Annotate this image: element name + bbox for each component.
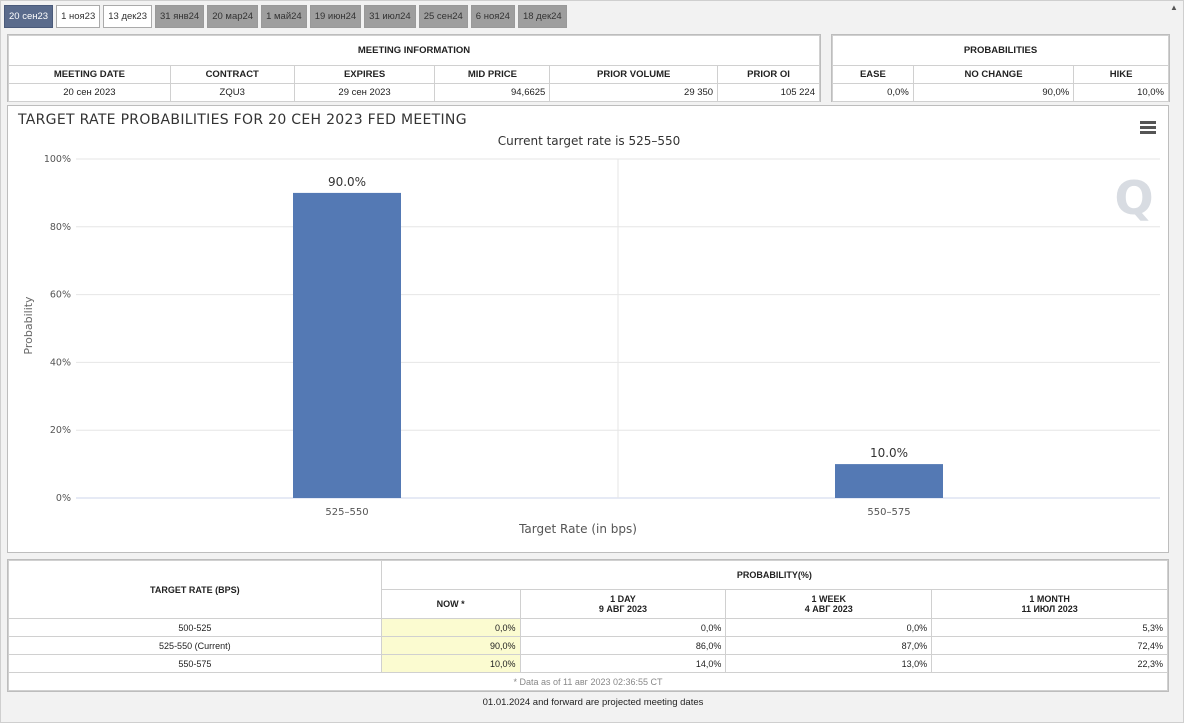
contract-value: ZQU3 — [169, 83, 295, 102]
data-timestamp-note: * Data as of 11 авг 2023 02:36:55 CT — [8, 672, 1168, 691]
x-axis-title: Target Rate (in bps) — [518, 522, 637, 536]
data-label: 10.0% — [870, 446, 908, 460]
now-cell: 0,0% — [380, 618, 521, 637]
col-contract: CONTRACT — [169, 65, 295, 84]
target-rate-cell: 550-575 — [8, 654, 382, 673]
prior-volume-value: 29 350 — [549, 83, 719, 102]
hamburger-menu-icon[interactable] — [1140, 121, 1156, 134]
one-day-cell: 86,0% — [519, 636, 727, 655]
probability-history-table: TARGET RATE (BPS) PROBABILITY(%) NOW * 1… — [8, 560, 1169, 691]
now-cell: 90,0% — [380, 636, 521, 655]
col-prior-oi: PRIOR OI — [717, 65, 820, 84]
tab-meeting-5[interactable]: 1 май24 — [261, 5, 307, 28]
col-meeting-date: MEETING DATE — [8, 65, 171, 84]
meeting-info-caption: MEETING INFORMATION — [8, 35, 820, 66]
col-1-week: 1 WEEK 4 АВГ 2023 — [725, 589, 933, 619]
watermark-logo: Q — [1114, 171, 1153, 225]
col-expires: EXPIRES — [293, 65, 436, 84]
tab-meeting-3[interactable]: 31 янв24 — [155, 5, 205, 28]
probabilities-table: PROBABILITIES EASE NO CHANGE HIKE 0,0% 9… — [832, 35, 1169, 102]
table-row: 20 сен 2023 ZQU3 29 сен 2023 94,6625 29 … — [8, 83, 820, 102]
hike-value: 10,0% — [1073, 83, 1169, 102]
chart-subtitle: Current target rate is 525–550 — [497, 134, 681, 148]
one-month-cell: 72,4% — [931, 636, 1168, 655]
tab-meeting-8[interactable]: 25 сен24 — [418, 5, 468, 28]
one-week-cell: 87,0% — [725, 636, 933, 655]
col-ease: EASE — [832, 65, 914, 84]
bar-chart: 0% 20% 40% 60% 80% 100% Q 90.0% 525–550 10.0% 550–… — [22, 154, 1160, 536]
col-hike: HIKE — [1073, 65, 1169, 84]
y-tick-label: 100% — [44, 154, 71, 165]
y-tick-label: 60% — [50, 290, 71, 301]
one-month-cell: 22,3% — [931, 654, 1168, 673]
chart-title: TARGET RATE PROBABILITIES FOR 20 СЕН 202… — [18, 112, 467, 128]
projected-dates-note: 01.01.2024 and forward are projected mee… — [482, 697, 704, 708]
one-week-cell: 0,0% — [725, 618, 933, 637]
tab-meeting-6[interactable]: 19 июн24 — [309, 5, 362, 28]
x-tick-label: 525–550 — [325, 507, 368, 518]
prior-oi-value: 105 224 — [717, 83, 820, 102]
col-1-day: 1 DAY 9 АВГ 2023 — [519, 589, 727, 619]
probabilities-caption: PROBABILITIES — [832, 35, 1169, 66]
expires-value: 29 сен 2023 — [293, 83, 436, 102]
table-row: 525-550 (Current) 90,0% 86,0% 87,0% 72,4… — [8, 636, 1168, 655]
table-row: 550-575 10,0% 14,0% 13,0% 22,3% — [8, 654, 1168, 673]
now-cell: 10,0% — [380, 654, 521, 673]
tab-meeting-1[interactable]: 1 ноя23 — [56, 5, 101, 28]
one-day-cell: 14,0% — [519, 654, 727, 673]
no-change-value: 90,0% — [912, 83, 1075, 102]
col-mid-price: MID PRICE — [434, 65, 551, 84]
tab-meeting-10[interactable]: 18 дек24 — [517, 5, 567, 28]
col-now: NOW * — [380, 589, 521, 619]
y-tick-label: 80% — [50, 222, 71, 233]
target-rate-header: TARGET RATE (BPS) — [8, 560, 382, 619]
meeting-info-table: MEETING INFORMATION MEETING DATE CONTRAC… — [8, 35, 820, 102]
chart-panel: TARGET RATE PROBABILITIES FOR 20 СЕН 202… — [7, 105, 1169, 553]
x-tick-label: 550–575 — [867, 507, 910, 518]
meeting-date-tabs: 20 сен23 1 ноя23 13 дек23 31 янв24 20 ма… — [4, 5, 567, 29]
meeting-date-value: 20 сен 2023 — [8, 83, 171, 102]
ease-value: 0,0% — [832, 83, 914, 102]
one-month-cell: 5,3% — [931, 618, 1168, 637]
scroll-up-arrow-icon[interactable]: ▲ — [1170, 3, 1178, 12]
tab-meeting-2[interactable]: 13 дек23 — [103, 5, 152, 28]
target-rate-cell: 525-550 (Current) — [8, 636, 382, 655]
table-row: 500-525 0,0% 0,0% 0,0% 5,3% — [8, 618, 1168, 637]
probability-history-panel: TARGET RATE (BPS) PROBABILITY(%) NOW * 1… — [7, 559, 1169, 692]
y-tick-label: 20% — [50, 425, 71, 436]
bar — [835, 464, 943, 498]
tab-meeting-9[interactable]: 6 ноя24 — [470, 5, 515, 28]
y-axis-title: Probability — [22, 296, 35, 355]
col-prior-volume: PRIOR VOLUME — [549, 65, 719, 84]
probabilities-panel: PROBABILITIES EASE NO CHANGE HIKE 0,0% 9… — [831, 34, 1170, 102]
one-day-cell: 0,0% — [519, 618, 727, 637]
y-tick-label: 0% — [56, 493, 71, 504]
one-week-cell: 13,0% — [725, 654, 933, 673]
data-label: 90.0% — [328, 175, 366, 189]
target-rate-cell: 500-525 — [8, 618, 382, 637]
probability-header: PROBABILITY(%) — [380, 560, 1169, 590]
bar — [293, 192, 401, 498]
tab-meeting-7[interactable]: 31 июл24 — [364, 5, 416, 28]
col-1-month: 1 MONTH 11 ИЮЛ 2023 — [931, 589, 1168, 619]
y-tick-label: 40% — [50, 357, 71, 368]
tab-meeting-0[interactable]: 20 сен23 — [4, 5, 54, 28]
tab-meeting-4[interactable]: 20 мар24 — [207, 5, 259, 28]
mid-price-value: 94,6625 — [434, 83, 551, 102]
table-row: 0,0% 90,0% 10,0% — [832, 83, 1169, 102]
meeting-info-panel: MEETING INFORMATION MEETING DATE CONTRAC… — [7, 34, 821, 102]
col-no-change: NO CHANGE — [912, 65, 1075, 84]
